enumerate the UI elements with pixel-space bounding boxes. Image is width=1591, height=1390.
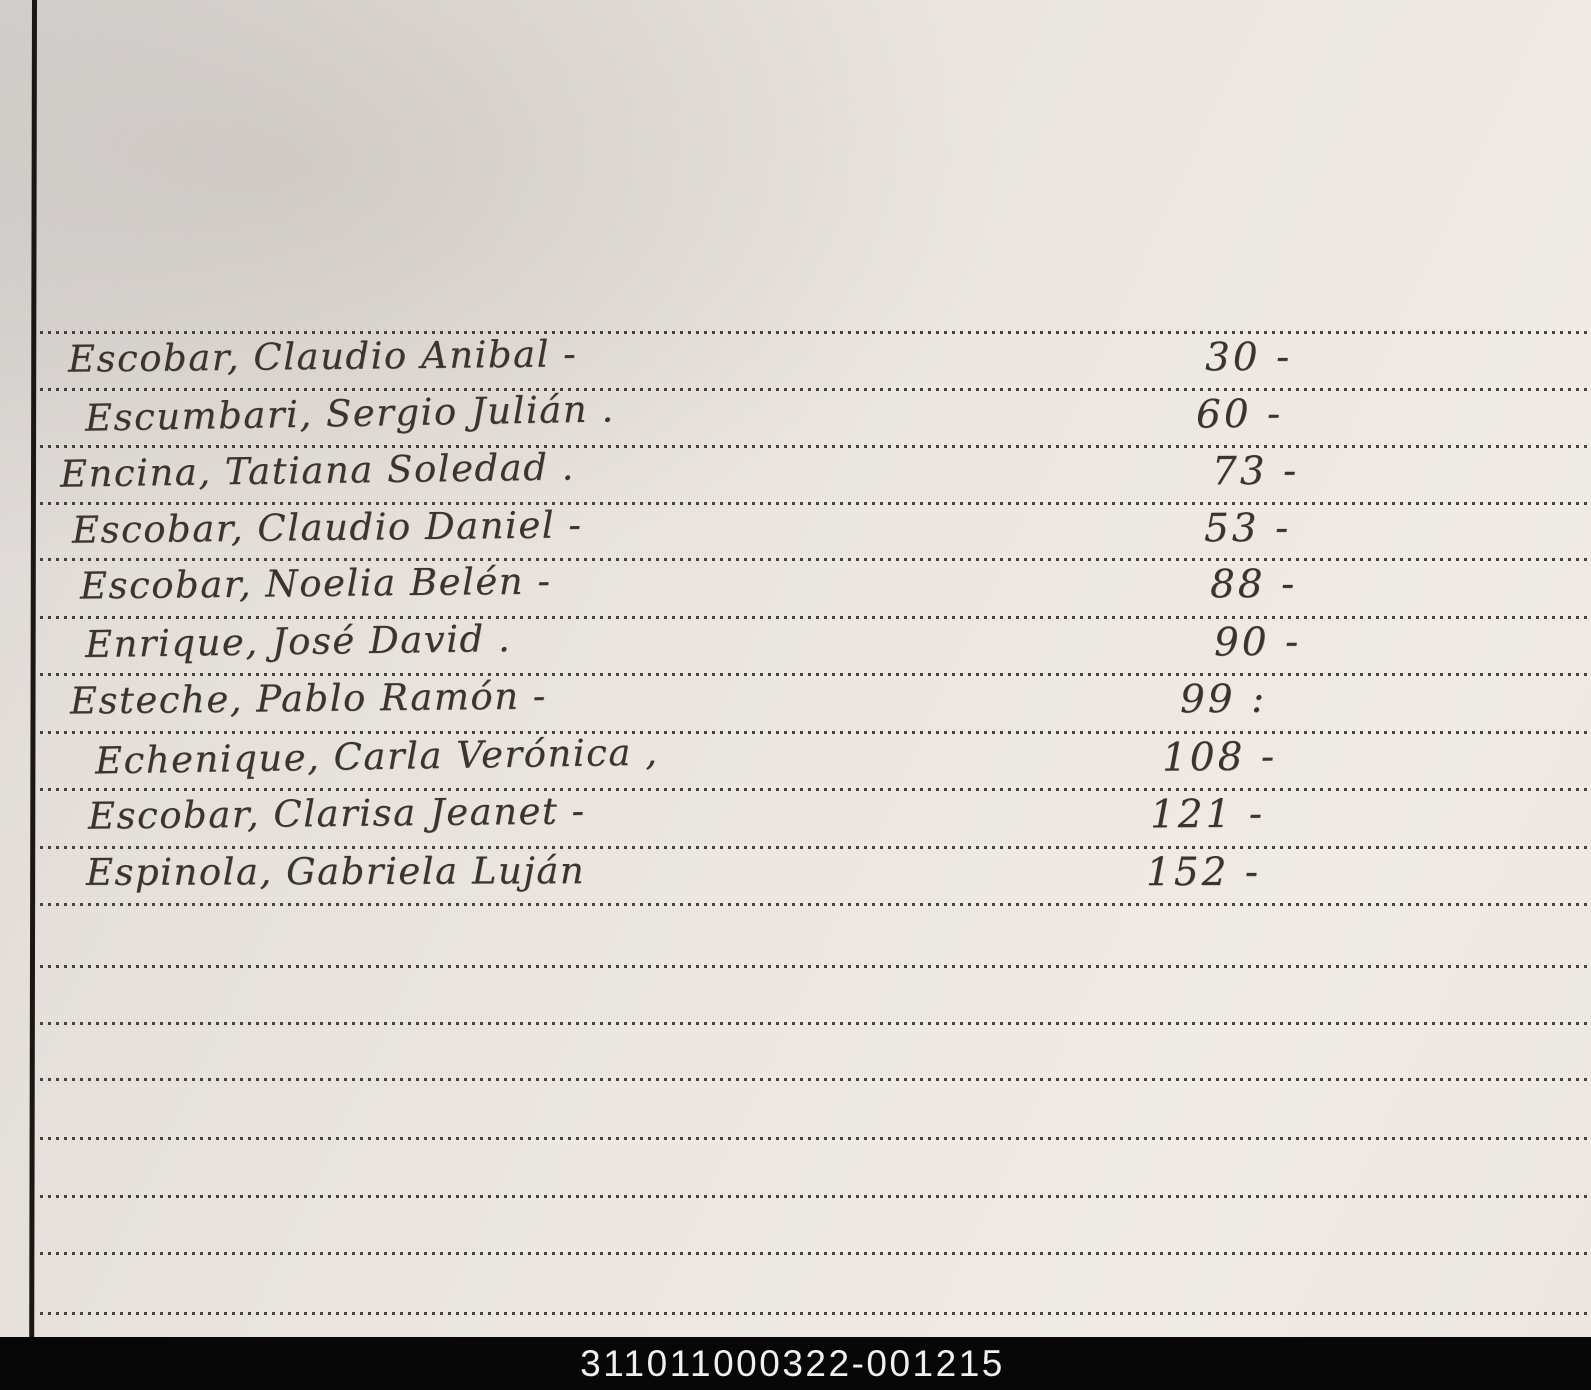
ruled-line <box>40 673 1591 676</box>
ruled-line <box>40 788 1591 791</box>
entry-row: Escobar, Claudio Anibal - 30 - <box>0 332 1591 386</box>
ruled-line <box>40 965 1591 968</box>
entry-name: Espinola, Gabriela Luján <box>85 849 586 894</box>
entry-name: Escumbari, Sergio Julián . <box>84 387 615 440</box>
entry-row: Escobar, Claudio Daniel - 53 - <box>0 503 1591 556</box>
ruled-line <box>40 1252 1591 1255</box>
entry-amount: 121 - <box>1149 791 1266 838</box>
entry-amount: 73 - <box>1211 448 1300 495</box>
ruled-line <box>40 903 1591 906</box>
entry-row: Echenique, Carla Verónica , 108 - <box>0 731 1591 786</box>
entry-amount: 90 - <box>1213 619 1302 666</box>
ruled-line <box>40 445 1591 448</box>
ruled-line <box>40 1195 1591 1198</box>
entry-name: Escobar, Claudio Anibal - <box>67 332 578 381</box>
entry-name: Escobar, Noelia Belén - <box>79 559 552 608</box>
footer-bar: 311011000322-001215 <box>0 1337 1591 1390</box>
entry-name: Encina, Tatiana Soledad . <box>59 445 576 496</box>
entry-row: Escumbari, Sergio Julián . 60 - <box>0 387 1591 443</box>
entry-name: Enrique, José David . <box>84 617 512 666</box>
entry-amount: 88 - <box>1209 561 1298 608</box>
entry-row: Escobar, Clarisa Jeanet - 121 - <box>0 789 1591 844</box>
ruled-line <box>40 1022 1591 1025</box>
entry-row: Espinola, Gabriela Luján 152 - <box>0 849 1591 901</box>
ruled-line <box>40 502 1591 505</box>
entry-row: Escobar, Noelia Belén - 88 - <box>0 559 1591 614</box>
entry-name: Echenique, Carla Verónica , <box>94 730 659 783</box>
entry-row: Encina, Tatiana Soledad . 73 - <box>0 445 1591 500</box>
ruled-line <box>40 616 1591 619</box>
entry-amount: 53 - <box>1203 505 1292 552</box>
entry-amount: 108 - <box>1161 734 1278 781</box>
document-code: 311011000322-001215 <box>580 1342 1005 1384</box>
entry-amount: 99 : <box>1179 676 1268 723</box>
entry-amount: 60 - <box>1195 391 1284 438</box>
entry-name: Esteche, Pablo Ramón - <box>69 674 548 723</box>
entry-row: Esteche, Pablo Ramón - 99 : <box>0 674 1591 729</box>
entry-amount: 30 - <box>1204 334 1293 381</box>
ruled-line <box>40 388 1591 391</box>
ruled-line <box>40 1312 1591 1315</box>
ruled-line <box>40 731 1591 734</box>
entry-amount: 152 - <box>1145 849 1262 896</box>
ruled-line <box>40 331 1591 334</box>
ruled-line <box>40 1078 1591 1081</box>
ruled-line <box>40 558 1591 561</box>
ruled-line <box>40 846 1591 849</box>
entry-name: Escobar, Clarisa Jeanet - <box>87 789 586 838</box>
entry-row: Enrique, José David . 90 - <box>0 617 1591 671</box>
ruled-line <box>40 1137 1591 1140</box>
entry-name: Escobar, Claudio Daniel - <box>71 503 583 552</box>
